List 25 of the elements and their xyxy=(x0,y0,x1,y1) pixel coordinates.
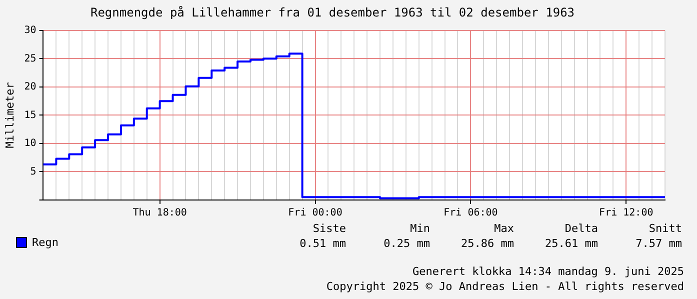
x-tick-label: Fri 00:00 xyxy=(288,208,342,219)
text: 7.57 mm xyxy=(634,237,682,250)
text: 0.25 mm xyxy=(382,237,430,250)
y-tick-label: 20 xyxy=(24,82,36,93)
text: 25.86 mm xyxy=(460,237,514,250)
text: Siste xyxy=(312,222,346,235)
text: Delta xyxy=(564,222,598,235)
text: Min xyxy=(409,222,430,235)
text: Snitt xyxy=(648,222,682,235)
x-tick-label: Fri 12:00 xyxy=(599,208,654,219)
x-tick-label: Thu 18:00 xyxy=(132,208,187,219)
y-tick-label: 30 xyxy=(24,24,36,36)
text: 0.51 mm xyxy=(298,237,346,250)
text: Copyright 2025 © Jo Andreas Lien - All rights reserved xyxy=(326,279,684,294)
y-tick-label: 15 xyxy=(24,110,36,121)
y-tick-label: 5 xyxy=(30,166,36,178)
y-tick-label: 10 xyxy=(24,138,36,150)
x-tick-label: Fri 06:00 xyxy=(444,208,498,219)
text: Max xyxy=(493,222,514,235)
legend-label: Regn xyxy=(32,236,58,249)
text: Generert klokka 14:34 mandag 9. juni 2025 xyxy=(411,264,684,279)
y-axis-title: Millimeter xyxy=(3,82,16,148)
text: 25.61 mm xyxy=(544,237,598,250)
chart-title: Regnmengde på Lillehammer fra 01 desember 1963 til 02 desember 1963 xyxy=(90,5,575,20)
y-tick-label: 25 xyxy=(24,53,36,64)
